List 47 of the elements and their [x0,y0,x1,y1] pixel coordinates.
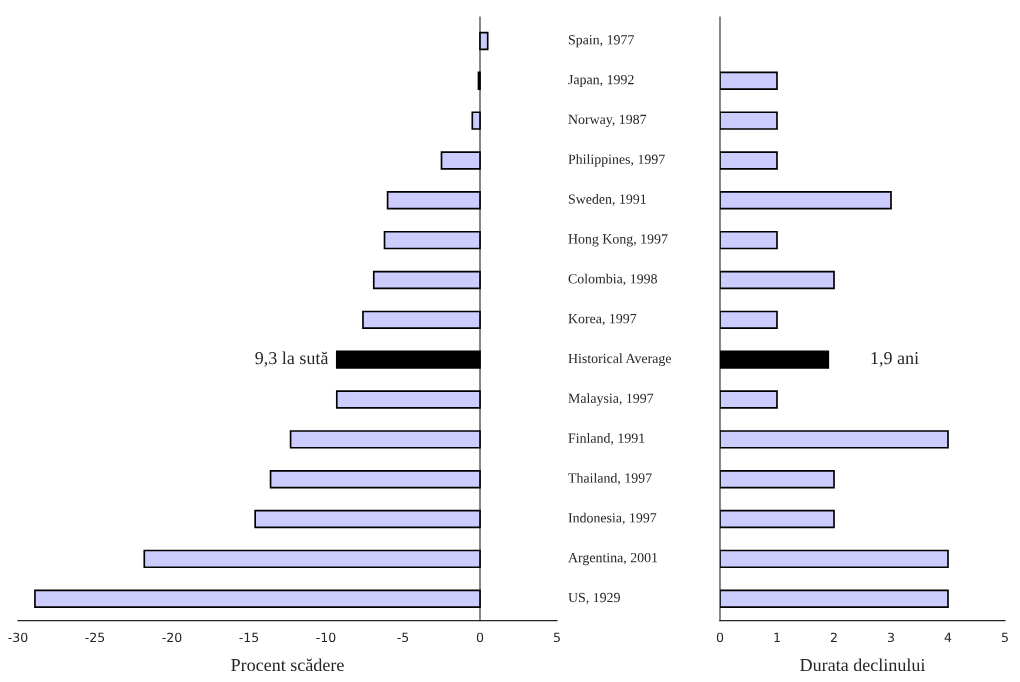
bar [720,589,949,608]
y-tick-label: Philippines, 1997 [568,154,665,167]
x-tick-label: 5 [553,632,560,643]
x-tick-label: 4 [944,632,952,642]
x-tick-label: -15 [239,632,259,643]
y-tick-label: Malaysia, 1997 [568,393,654,406]
bar [720,549,949,569]
bar [720,151,778,170]
x-axis-title: Procent scădere [231,658,344,672]
annotation: 9,3 la sută [255,351,329,367]
y-tick-label: US, 1929 [568,592,620,605]
x-tick-label: 5 [1001,632,1008,643]
y-tick-label: Indonesia, 1997 [568,512,657,525]
y-tick-label: Japan, 1992 [568,74,634,88]
y-tick-label: Argentina, 2001 [568,552,658,566]
bar [720,509,835,529]
x-tick-label: 0 [476,632,484,643]
bar [720,469,835,489]
bar [720,230,778,250]
x-tick-label: -20 [162,632,182,643]
y-tick-label: Historical Average [568,353,672,366]
y-tick-label: Spain, 1977 [568,35,634,48]
x-tick-label: -25 [85,632,105,643]
y-tick-label: Finland, 1991 [568,433,645,445]
x-tick-label: 2 [830,632,837,642]
bar [720,390,778,409]
y-tick-label: Norway, 1987 [568,114,647,127]
annotation: 1,9 ani [871,352,919,367]
y-tick-label: Sweden, 1991 [568,194,646,206]
x-axis-title: Durata declinului [800,658,926,672]
y-tick-label: Korea, 1997 [568,313,637,326]
y-tick-label: Colombia, 1998 [568,273,657,286]
x-tick-label: 3 [887,632,894,643]
bar [720,350,830,369]
bar [720,310,778,330]
x-tick-label: 0 [716,632,724,643]
y-tick-label: Hong Kong, 1997 [568,234,668,247]
bar [720,71,778,90]
bar [720,111,778,130]
bar [720,191,892,210]
x-tick-label: -30 [8,632,28,643]
bar [720,430,949,449]
y-tick-label: Thailand, 1997 [568,472,652,485]
bar [720,270,835,290]
x-tick-label: 1 [774,632,780,642]
x-tick-label: -10 [316,632,336,643]
x-tick-label: -5 [397,632,409,643]
